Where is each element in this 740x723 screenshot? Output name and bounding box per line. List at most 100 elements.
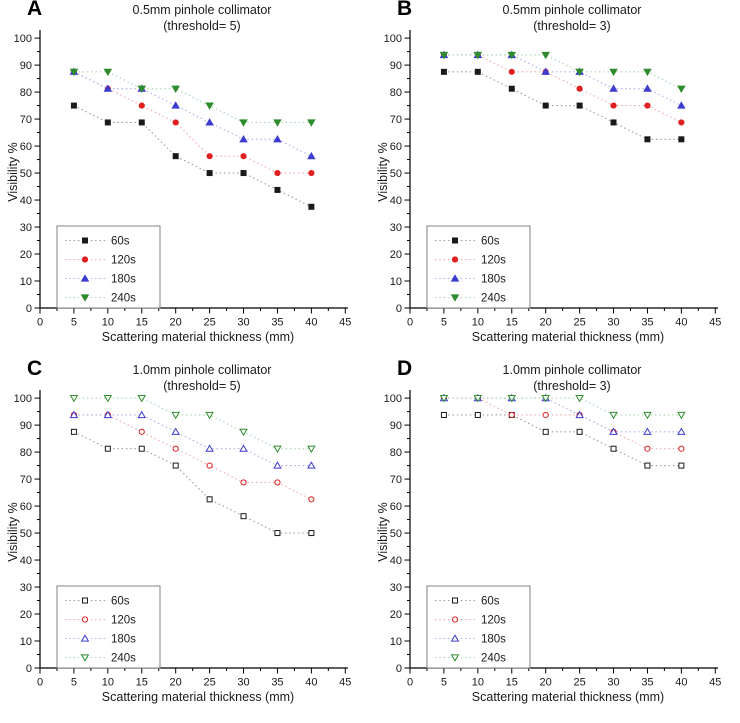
y-tick-label: 70	[390, 114, 402, 126]
triangle-down-marker	[609, 68, 618, 77]
x-tick-label: 10	[472, 317, 484, 329]
y-tick-label: 0	[396, 303, 402, 315]
series-180s	[439, 50, 686, 109]
x-axis-ticks: 0 5 10 15 20 25 30 35 40 45	[37, 668, 351, 689]
circle-marker	[308, 496, 315, 503]
x-tick-label: 45	[709, 317, 721, 329]
x-tick-label: 10	[472, 677, 484, 689]
x-tick-label: 10	[102, 317, 114, 329]
series-line-60s	[73, 105, 312, 208]
legend-label: 240s	[111, 292, 136, 304]
panel-a-subtitle: (threshold= 5)	[163, 19, 241, 33]
y-tick-label: 60	[20, 141, 32, 153]
triangle-up-marker	[103, 84, 113, 92]
x-tick-label: 35	[641, 677, 653, 689]
triangle-down-marker	[69, 68, 79, 77]
legend-box	[56, 225, 161, 309]
y-axis-ticks: 0 10 20 30 40 50 60 70 80 90 100	[384, 393, 410, 675]
y-tick-label: 10	[390, 276, 402, 288]
triangle-up-marker	[307, 461, 316, 469]
square-marker	[474, 68, 481, 75]
triangle-down-marker	[80, 654, 90, 662]
square-marker	[474, 411, 481, 418]
triangle-up-marker	[541, 67, 550, 75]
panel-c-subtitle: (threshold= 5)	[163, 379, 241, 393]
y-tick-label: 70	[20, 114, 32, 126]
x-tick-label: 20	[540, 677, 552, 689]
square-marker	[678, 136, 685, 143]
legend-label: 120s	[481, 614, 506, 626]
series-240s	[439, 51, 686, 94]
y-tick-label: 20	[390, 609, 402, 621]
y-tick-label: 60	[390, 141, 402, 153]
series-line-180s	[73, 414, 312, 467]
panel-d-y-axis-label: Visibility %	[376, 502, 390, 562]
series-120s	[70, 411, 315, 503]
y-tick-label: 50	[20, 168, 32, 180]
series-line-180s	[73, 71, 312, 157]
triangle-down-marker	[80, 294, 90, 302]
square-marker	[576, 428, 583, 435]
series-line-120s	[73, 71, 312, 174]
x-tick-label: 15	[506, 677, 518, 689]
series-180s	[69, 410, 316, 469]
x-tick-label: 45	[339, 317, 351, 329]
legend-label: 240s	[111, 652, 136, 664]
legend-item-60s: 60s	[435, 235, 500, 247]
y-tick-label: 80	[20, 447, 32, 459]
square-marker	[678, 462, 685, 469]
series-60s	[440, 68, 685, 143]
legend-label: 240s	[481, 652, 506, 664]
y-tick-label: 10	[390, 636, 402, 648]
square-marker	[104, 445, 111, 452]
panel-b-title: 0.5mm pinhole collimator	[502, 3, 642, 17]
y-tick-label: 80	[20, 87, 32, 99]
triangle-up-marker	[80, 274, 90, 282]
square-marker	[274, 186, 281, 193]
x-tick-label: 20	[540, 317, 552, 329]
y-tick-label: 30	[20, 222, 32, 234]
y-tick-label: 100	[384, 393, 402, 405]
y-tick-label: 40	[20, 195, 32, 207]
x-tick-label: 40	[675, 317, 687, 329]
y-tick-label: 40	[20, 555, 32, 567]
circle-marker	[644, 102, 651, 109]
series-line-120s	[73, 414, 312, 500]
triangle-down-marker	[205, 411, 214, 420]
circle-marker	[138, 428, 145, 435]
series-60s	[70, 428, 315, 537]
x-tick-label: 10	[102, 677, 114, 689]
triangle-up-marker	[273, 461, 282, 469]
square-marker	[542, 428, 549, 435]
circle-marker	[240, 479, 247, 486]
series-line-180s	[443, 54, 682, 107]
legend-label: 120s	[111, 254, 136, 266]
triangle-down-marker	[541, 394, 550, 403]
triangle-up-marker	[307, 151, 316, 160]
panel-a-y-axis-label: Visibility %	[6, 142, 20, 202]
square-marker	[172, 462, 179, 469]
triangle-down-marker	[450, 294, 460, 302]
square-marker	[104, 119, 111, 126]
x-tick-label: 25	[573, 677, 585, 689]
x-tick-label: 35	[271, 677, 283, 689]
circle-marker	[206, 462, 213, 469]
triangle-up-marker	[609, 84, 618, 92]
panel-c-y-axis-label: Visibility %	[6, 502, 20, 562]
y-tick-label: 80	[390, 87, 402, 99]
legend-label: 120s	[111, 614, 136, 626]
circle-marker	[240, 153, 247, 160]
square-marker	[508, 85, 515, 92]
square-marker	[206, 496, 213, 503]
legend-item-240s: 240s	[65, 652, 136, 664]
square-marker	[644, 136, 651, 143]
series-line-240s	[443, 397, 682, 416]
series-240s	[69, 394, 316, 454]
x-tick-label: 25	[573, 317, 585, 329]
y-tick-label: 90	[390, 420, 402, 432]
series-240s	[439, 394, 686, 420]
x-tick-label: 5	[71, 677, 77, 689]
y-tick-label: 100	[384, 33, 402, 45]
triangle-up-marker	[450, 634, 460, 642]
x-tick-label: 5	[441, 677, 447, 689]
